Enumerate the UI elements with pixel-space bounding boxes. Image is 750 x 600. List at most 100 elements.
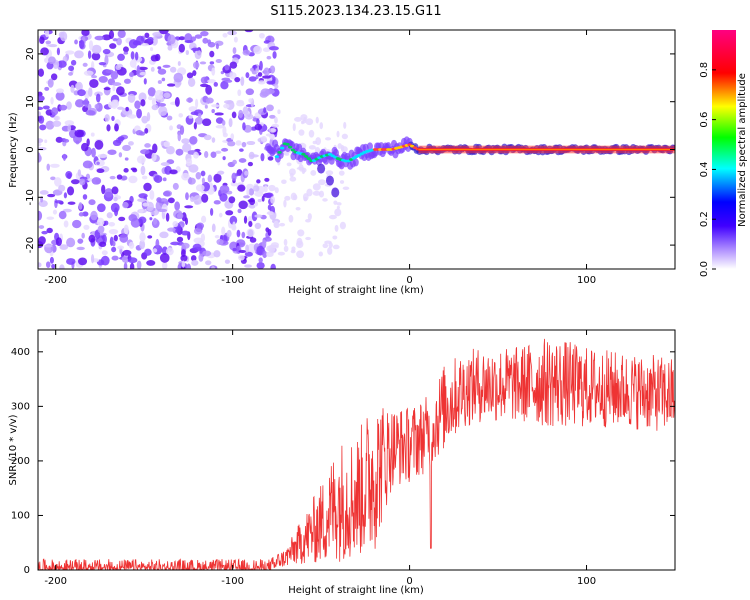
noise-blob (233, 36, 238, 43)
noise-blob (211, 266, 216, 269)
noise-blob (223, 100, 234, 104)
noise-blob (261, 195, 265, 202)
spectrogram-ytick-label: 10 (25, 95, 36, 108)
noise-blob (213, 250, 221, 258)
noise-blob (325, 137, 332, 141)
noise-blob (224, 259, 230, 264)
noise-blob (123, 78, 131, 84)
noise-blob (111, 255, 119, 261)
noise-blob (230, 181, 238, 187)
noise-blob (159, 30, 169, 35)
noise-blob (38, 210, 43, 221)
noise-blob (138, 92, 147, 102)
noise-blob (254, 222, 262, 230)
noise-blob (167, 197, 175, 204)
noise-blob (94, 103, 100, 109)
noise-blob (158, 106, 168, 117)
noise-blob (38, 142, 42, 147)
noise-blob (137, 198, 146, 203)
noise-blob (259, 60, 263, 71)
noise-blob (91, 75, 98, 79)
noise-blob (128, 141, 134, 146)
noise-blob (38, 111, 42, 117)
noise-blob (38, 225, 45, 229)
noise-blob (266, 80, 276, 85)
noise-blob (184, 217, 189, 226)
noise-blob (132, 168, 138, 173)
noise-blob (44, 139, 48, 144)
noise-blob (108, 101, 114, 109)
noise-blob (50, 96, 54, 105)
noise-blob (151, 97, 156, 106)
noise-blob (219, 192, 228, 202)
noise-blob (256, 118, 260, 126)
noise-blob (95, 93, 101, 103)
noise-blob (152, 248, 158, 253)
noise-blob (181, 230, 190, 236)
noise-blob (149, 47, 154, 52)
noise-blob (176, 212, 184, 220)
noise-blob (128, 72, 135, 77)
noise-blob (305, 118, 314, 126)
noise-blob (44, 30, 50, 38)
noise-blob (152, 143, 158, 154)
noise-blob (77, 89, 86, 97)
noise-blob (178, 43, 185, 53)
noise-blob (262, 75, 272, 79)
noise-blob (91, 52, 101, 61)
noise-blob (172, 182, 179, 190)
noise-blob (193, 227, 203, 235)
noise-blob (242, 106, 249, 115)
noise-blob (67, 186, 75, 196)
noise-blob (154, 89, 164, 100)
noise-blob (186, 72, 194, 79)
noise-blob (139, 71, 147, 76)
noise-blob (180, 254, 188, 262)
noise-blob (211, 223, 216, 233)
figure-title: S115.2023.134.23.15.G11 (270, 4, 441, 19)
noise-blob (62, 153, 67, 161)
noise-blob (136, 35, 145, 46)
noise-blob (184, 40, 194, 44)
noise-blob (174, 97, 180, 107)
noise-blob (117, 53, 125, 61)
noise-blob (146, 259, 156, 266)
noise-blob (254, 214, 263, 218)
noise-blob (157, 103, 167, 107)
noise-blob (270, 263, 276, 269)
noise-blob (221, 147, 229, 152)
snr-line (38, 338, 675, 570)
noise-blob (249, 237, 257, 243)
noise-blob (140, 165, 146, 176)
noise-blob (94, 140, 104, 150)
noise-blob (45, 109, 53, 116)
noise-blob (169, 125, 173, 131)
noise-blob (110, 71, 119, 80)
noise-blob (91, 147, 96, 158)
colorbar-tick-label: 0.0 (699, 261, 710, 277)
noise-blob (235, 140, 242, 146)
noise-blob (207, 174, 213, 183)
noise-blob (231, 172, 237, 181)
noise-blob (75, 82, 81, 90)
noise-blob (237, 208, 242, 214)
spectrogram-xtick-label: 100 (577, 275, 596, 286)
noise-blob (242, 122, 246, 131)
noise-blob (191, 259, 199, 266)
noise-blob (149, 189, 155, 200)
noise-blob (342, 186, 350, 191)
snr-ytick-label: 100 (11, 510, 30, 521)
noise-blob (315, 137, 322, 146)
colorbar-label: Normalized spectral amplitude (737, 73, 748, 227)
noise-blob (38, 152, 41, 163)
noise-blob (96, 168, 105, 174)
snr-ytick-label: 200 (11, 456, 30, 467)
noise-blob (291, 246, 296, 252)
noise-blob (252, 185, 260, 192)
noise-blob (312, 140, 318, 145)
noise-blob (274, 116, 278, 124)
noise-blob (334, 208, 342, 217)
noise-blob (211, 108, 215, 114)
noise-blob (307, 213, 312, 221)
noise-blob (70, 59, 77, 66)
